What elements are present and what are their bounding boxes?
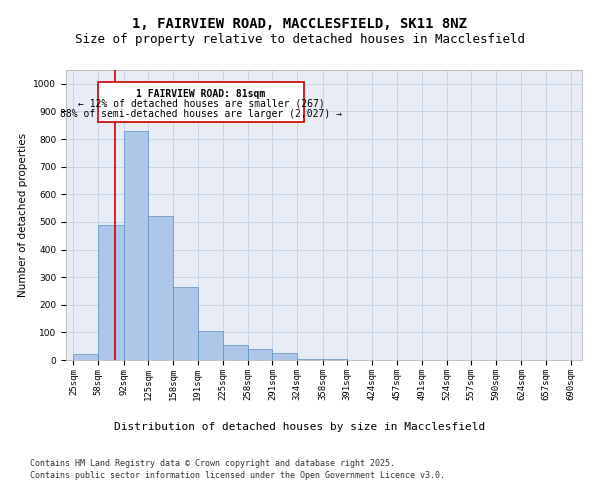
Bar bbox=[297, 358, 323, 360]
Bar bbox=[73, 354, 98, 360]
Text: ← 12% of detached houses are smaller (267): ← 12% of detached houses are smaller (26… bbox=[77, 99, 325, 109]
FancyBboxPatch shape bbox=[98, 82, 304, 122]
Bar bbox=[173, 287, 197, 360]
Bar bbox=[148, 216, 173, 360]
Bar bbox=[197, 331, 223, 360]
Text: 1 FAIRVIEW ROAD: 81sqm: 1 FAIRVIEW ROAD: 81sqm bbox=[136, 88, 266, 99]
Text: 1, FAIRVIEW ROAD, MACCLESFIELD, SK11 8NZ: 1, FAIRVIEW ROAD, MACCLESFIELD, SK11 8NZ bbox=[133, 18, 467, 32]
Bar bbox=[223, 345, 248, 360]
Text: Contains HM Land Registry data © Crown copyright and database right 2025.: Contains HM Land Registry data © Crown c… bbox=[30, 460, 395, 468]
Bar bbox=[98, 224, 124, 360]
Bar bbox=[272, 353, 297, 360]
Text: Size of property relative to detached houses in Macclesfield: Size of property relative to detached ho… bbox=[75, 32, 525, 46]
Text: 88% of semi-detached houses are larger (2,027) →: 88% of semi-detached houses are larger (… bbox=[60, 108, 342, 118]
Text: Distribution of detached houses by size in Macclesfield: Distribution of detached houses by size … bbox=[115, 422, 485, 432]
Y-axis label: Number of detached properties: Number of detached properties bbox=[18, 133, 28, 297]
Bar bbox=[124, 131, 148, 360]
Text: Contains public sector information licensed under the Open Government Licence v3: Contains public sector information licen… bbox=[30, 472, 445, 480]
Bar bbox=[248, 349, 272, 360]
